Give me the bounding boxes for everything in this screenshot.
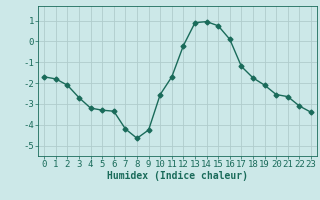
- X-axis label: Humidex (Indice chaleur): Humidex (Indice chaleur): [107, 171, 248, 181]
